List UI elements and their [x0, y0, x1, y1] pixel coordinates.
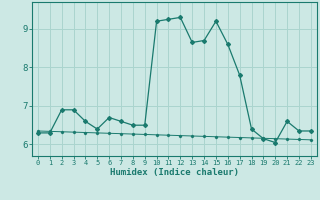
X-axis label: Humidex (Indice chaleur): Humidex (Indice chaleur) [110, 168, 239, 177]
